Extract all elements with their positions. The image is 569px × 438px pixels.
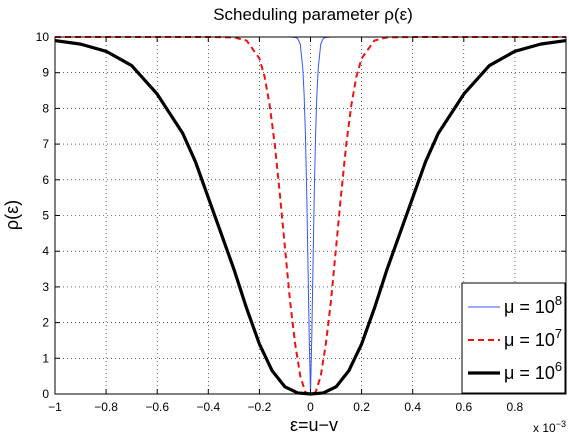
legend: μ = 108 μ = 107 μ = 106	[461, 282, 566, 394]
x-tick-label: 0.8	[507, 400, 524, 414]
y-tick-label: 2	[42, 316, 49, 330]
y-tick-label: 4	[42, 244, 49, 258]
x-tick-label: −0.8	[94, 400, 118, 414]
y-tick-label: 0	[42, 387, 49, 401]
axes	[54, 36, 567, 395]
legend-label-2: μ = 107	[504, 326, 562, 350]
y-tick-label: 1	[42, 351, 49, 365]
x-axis-label: ε=u−v	[290, 415, 338, 435]
y-tick-label: 6	[42, 173, 49, 187]
x-tick-label: −0.2	[248, 400, 272, 414]
y-tick-label: 7	[42, 137, 49, 151]
y-tick-label: 3	[42, 280, 49, 294]
x-tick-label: 0.6	[455, 400, 472, 414]
x-tick-label: −0.6	[145, 400, 169, 414]
tick-labels: −1 −0.8 −0.6 −0.4 −0.2 0 0.2 0.4 0.6 0.8 0 1 2 3 4 5 6 7 8…	[36, 30, 524, 414]
legend-label-3: μ = 106	[504, 359, 562, 383]
y-tick-label: 10	[36, 30, 50, 44]
x-tick-label: −0.4	[196, 400, 220, 414]
x-tick-label: 0	[307, 400, 314, 414]
x-tick-label: 0.4	[404, 400, 421, 414]
y-tick-label: 8	[42, 101, 49, 115]
y-tick-label: 5	[42, 209, 49, 223]
x-tick-label: 0.2	[353, 400, 370, 414]
x-tick-label: −1	[48, 400, 62, 414]
chart-title: Scheduling parameter ρ(ε)	[213, 5, 413, 24]
x-axis-multiplier: x 10−3	[533, 419, 566, 435]
y-axis-label: ρ(ε)	[2, 200, 22, 230]
y-tick-label: 9	[42, 66, 49, 80]
legend-label-1: μ = 108	[504, 293, 562, 317]
legend-box	[461, 282, 566, 394]
